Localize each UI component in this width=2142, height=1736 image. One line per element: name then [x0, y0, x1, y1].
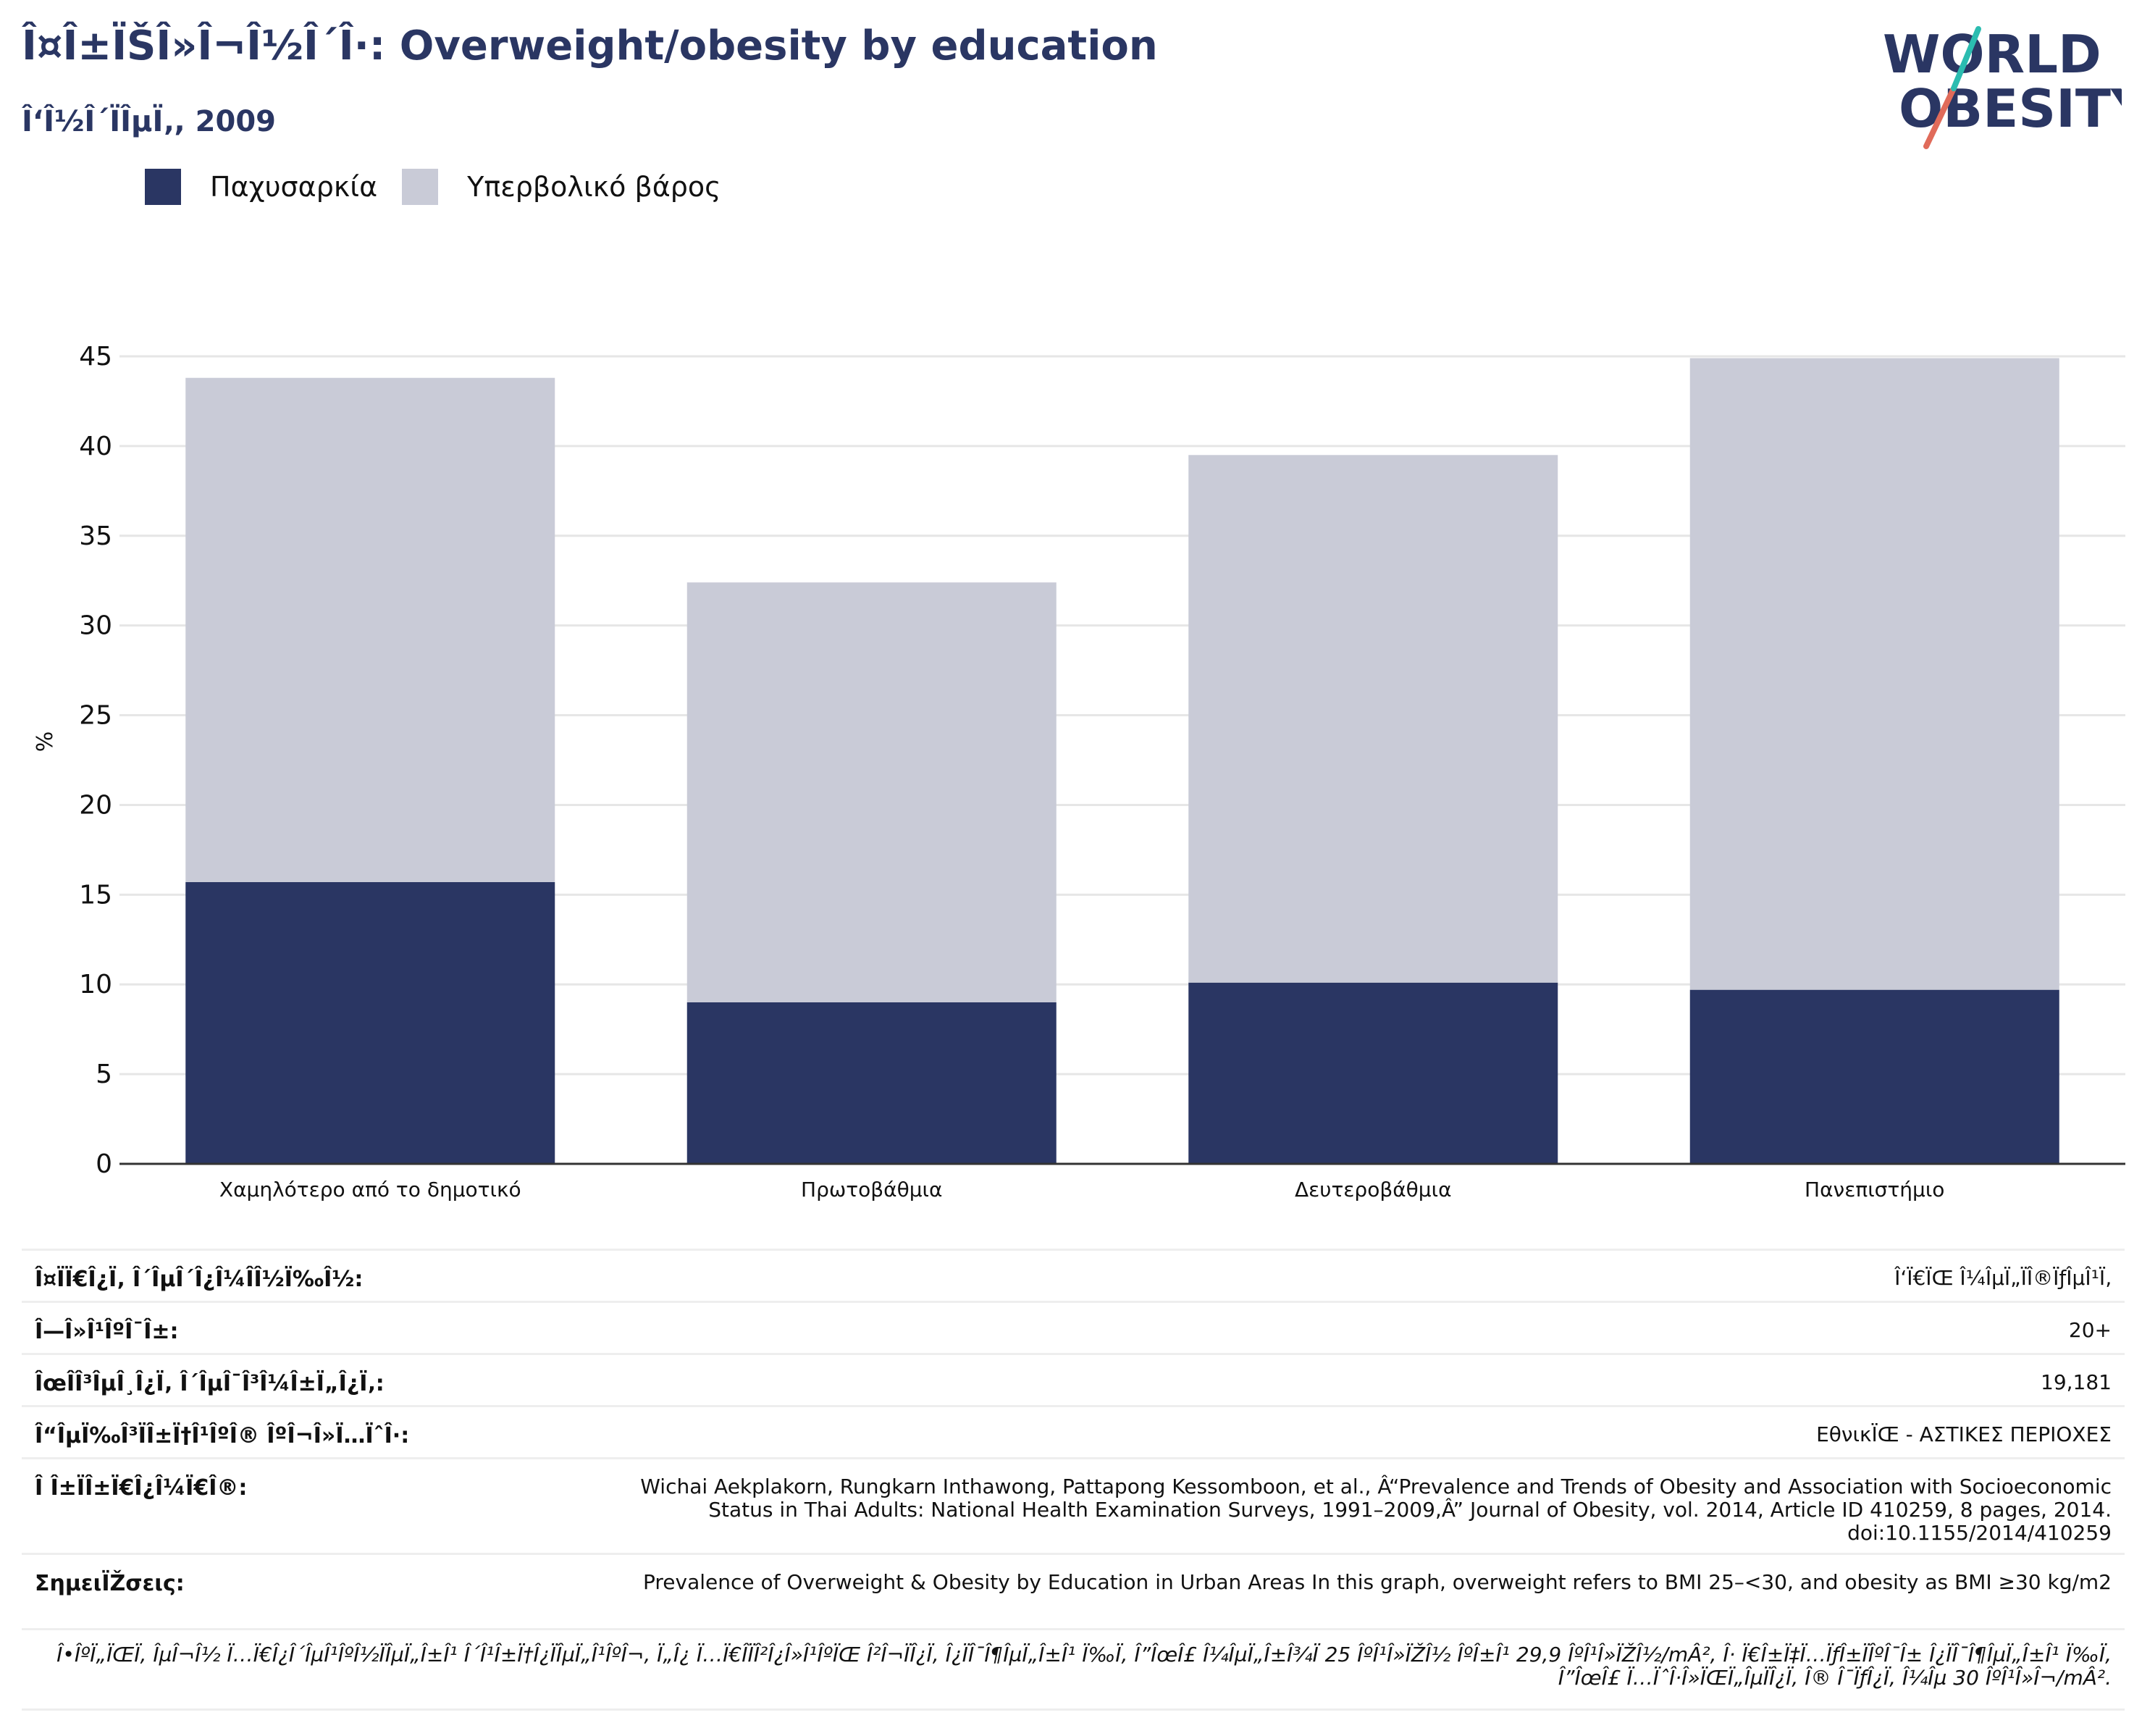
y-tick-label: 35	[79, 521, 112, 551]
stacked-bar-chart: 0 5 10 15 20 25 30 35 40 45 Χαμηλότερο από το δημ…	[33, 342, 2125, 1202]
table-row-sample-size: ÎœÎ­Î³ÎµÎ¸Î¿Ï‚ Î´ÎµÎ¯Î³Î¼Î±Ï„Î¿Ï‚: 19,18…	[22, 1353, 2125, 1405]
page-subtitle: Î‘Î½Î´ÏÎµÏ‚, 2009	[22, 105, 276, 138]
y-tick-label: 0	[96, 1149, 112, 1179]
row-value: 19,181	[2041, 1370, 2112, 1394]
y-tick-label: 5	[96, 1060, 112, 1089]
logo-slash-teal	[1951, 26, 1981, 91]
bar-segment	[1689, 358, 2059, 990]
header: Î¤Î±ÏŠÎ»Î¬Î½Î´Î·: Overweight/obesity by …	[22, 19, 1832, 142]
legend-label-overweight: Υπερβολικό βάρος	[467, 171, 721, 203]
row-value: Î‘Ï€ÏŒ Î¼ÎµÏ„ÏÎ®ÏƒÎµÎ¹Ï‚	[1894, 1266, 2112, 1290]
table-row-coverage: Î“ÎµÏ‰Î³ÏÎ±Ï†Î¹ÎºÎ® ÎºÎ¬Î»Ï…ÏˆÎ·: ΕθνικÏ…	[22, 1405, 2125, 1457]
row-label: Î—Î»Î¹ÎºÎ¯Î±:	[35, 1319, 179, 1344]
table-row-reference: Î Î±ÏÎ±Ï€Î¿Î¼Ï€Î®: Wichai Aekplakorn, Ru…	[22, 1457, 2125, 1553]
bar-segment	[1188, 455, 1558, 983]
y-tick-label: 45	[79, 342, 112, 372]
table-row-data-type: Î¤ÏÏ€Î¿Ï‚ Î´ÎµÎ´Î¿Î¼Î­Î½Ï‰Î½: Î‘Ï€ÏŒ Î¼Î…	[22, 1249, 2125, 1301]
x-tick-label: Δευτεροβάθμια	[1295, 1178, 1452, 1202]
y-axis: 0 5 10 15 20 25 30 35 40 45	[79, 342, 112, 1179]
world-obesity-logo: WORLD OBESITY	[1883, 24, 2122, 149]
x-tick-label: Πανεπιστήμιο	[1805, 1178, 1944, 1202]
bars	[185, 358, 2059, 1164]
y-tick-label: 20	[79, 790, 112, 820]
row-label: Î Î±ÏÎ±Ï€Î¿Î¼Ï€Î®:	[35, 1475, 248, 1501]
page-title: Î¤Î±ÏŠÎ»Î¬Î½Î´Î·: Overweight/obesity by …	[22, 22, 1158, 70]
logo-slash-coral	[1923, 85, 1957, 149]
x-tick-label: Χαμηλότερο από το δημοτικό	[219, 1178, 521, 1202]
y-axis-label: %	[33, 731, 58, 752]
row-label: Î“ÎµÏ‰Î³ÏÎ±Ï†Î¹ÎºÎ® ÎºÎ¬Î»Ï…ÏˆÎ·:	[35, 1423, 410, 1448]
row-value: ΕθνικÏŒ - ΑΣΤΙΚΕΣ ΠΕΡΙΟΧΕΣ	[1816, 1422, 2112, 1446]
bar-segment	[686, 582, 1057, 1002]
legend-item-overweight: Υπερβολικό βάρος	[402, 169, 721, 205]
bar-segment	[185, 881, 555, 1164]
legend-label-obesity: Παχυσαρκία	[210, 171, 378, 203]
y-tick-label: 25	[79, 701, 112, 731]
legend-swatch-obesity	[145, 169, 181, 205]
table-row-notes: ΣημειÏŽσεις: Prevalence of Overweight & …	[22, 1553, 2125, 1628]
bar-segment	[1689, 989, 2059, 1164]
row-value: Prevalence of Overweight & Obesity by Ed…	[643, 1570, 2112, 1594]
y-tick-label: 10	[79, 970, 112, 999]
row-label: ΣημειÏŽσεις:	[35, 1571, 185, 1596]
row-label: Î¤ÏÏ€Î¿Ï‚ Î´ÎµÎ´Î¿Î¼Î­Î½Ï‰Î½:	[35, 1267, 364, 1292]
x-tick-label: Πρωτοβάθμια	[801, 1178, 942, 1202]
x-axis: Χαμηλότερο από το δημοτικό Πρωτοβάθμια Δευ…	[119, 1162, 2125, 1202]
bar-segment	[185, 377, 555, 882]
legend-item-obesity: Παχυσαρκία	[145, 169, 377, 205]
logo-line1: WORLD	[1883, 24, 2101, 85]
table-row-age: Î—Î»Î¹ÎºÎ¯Î±: 20+	[22, 1301, 2125, 1353]
info-table: Î¤ÏÏ€Î¿Ï‚ Î´ÎµÎ´Î¿Î¼Î­Î½Ï‰Î½: Î‘Ï€ÏŒ Î¼Î…	[22, 1249, 2125, 1711]
y-tick-label: 40	[79, 432, 112, 461]
row-value: Wichai Aekplakorn, Rungkarn Inthawong, P…	[640, 1475, 2112, 1545]
y-tick-label: 30	[79, 611, 112, 641]
chart-legend: Παχυσαρκία Υπερβολικό βάρος	[145, 167, 745, 207]
legend-swatch-overweight	[402, 169, 439, 205]
row-label: ÎœÎ­Î³ÎµÎ¸Î¿Ï‚ Î´ÎµÎ¯Î³Î¼Î±Ï„Î¿Ï‚:	[35, 1371, 385, 1396]
bar-segment	[1188, 982, 1558, 1164]
definition-note: Î•ÎºÏ„ÏŒÏ‚ ÎµÎ¬Î½ Ï…Ï€Î¿Î´ÎµÎ¹ÎºÎ½ÏÎµÏ„Î…	[22, 1628, 2125, 1711]
y-tick-label: 15	[79, 880, 112, 910]
bar-segment	[686, 1002, 1057, 1164]
row-value: 20+	[2068, 1318, 2112, 1342]
